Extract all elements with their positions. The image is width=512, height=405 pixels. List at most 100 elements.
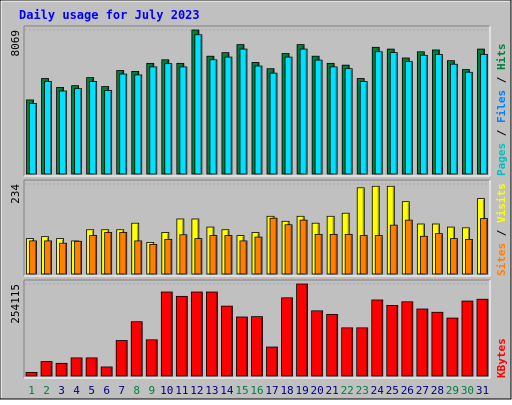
day-label-22: 22: [341, 384, 354, 397]
bar-sites-day-7: [119, 232, 128, 275]
bar-files-day-6: [104, 90, 113, 175]
bar-files-day-14: [224, 56, 233, 175]
day-label-17: 17: [265, 384, 278, 397]
bar-files-day-15: [239, 48, 248, 175]
bar-sites-day-15: [239, 240, 248, 275]
bar-kbytes-day-3: [55, 362, 68, 377]
bar-kbytes-day-21: [326, 314, 339, 377]
bar-kbytes-day-2: [40, 361, 53, 377]
day-label-12: 12: [190, 384, 203, 397]
day-label-6: 6: [103, 384, 110, 397]
bar-kbytes-day-20: [311, 310, 324, 377]
bar-files-day-4: [74, 88, 83, 175]
bar-files-day-30: [465, 71, 473, 175]
bar-sites-day-14: [224, 235, 233, 275]
bar-sites-day-28: [434, 233, 443, 275]
bar-files-day-16: [254, 65, 263, 175]
panel-hits-files-pages: 8069 Pages / Files / Hits: [9, 25, 508, 177]
bar-kbytes-day-17: [266, 346, 278, 377]
bar-files-day-10: [164, 63, 173, 175]
day-label-9: 9: [148, 384, 155, 397]
bar-kbytes-day-31: [476, 298, 489, 377]
bar-files-day-24: [374, 51, 383, 175]
bar-files-day-27: [419, 54, 428, 175]
bar-files-day-9: [149, 66, 158, 175]
panel-max-label: 8069: [9, 30, 22, 57]
panel-visits-sites: 234 Sites / Visits: [9, 179, 508, 277]
day-label-10: 10: [160, 384, 173, 397]
bar-files-day-20: [314, 59, 323, 175]
bar-sites-day-4: [74, 240, 83, 275]
chart-title: Daily usage for July 2023: [19, 8, 200, 22]
bar-sites-day-11: [179, 234, 188, 275]
bar-kbytes-day-10: [160, 291, 173, 377]
day-label-7: 7: [118, 384, 125, 397]
bar-kbytes-day-29: [446, 317, 459, 377]
bar-kbytes-day-7: [115, 340, 128, 377]
day-label-27: 27: [416, 384, 429, 397]
bar-sites-day-16: [254, 236, 263, 275]
day-label-28: 28: [431, 384, 444, 397]
bar-sites-day-1: [29, 240, 37, 275]
bar-files-day-25: [389, 52, 398, 175]
legend-entry: /: [495, 70, 508, 90]
bar-files-day-3: [59, 90, 67, 175]
bar-files-day-5: [89, 81, 98, 175]
bar-sites-day-25: [389, 224, 398, 275]
bar-sites-day-2: [44, 240, 52, 275]
bar-kbytes-day-5: [85, 357, 98, 377]
bar-sites-day-5: [89, 235, 98, 275]
day-label-1: 1: [28, 384, 35, 397]
bar-kbytes-day-23: [356, 327, 369, 377]
bar-kbytes-day-28: [431, 311, 444, 377]
day-label-13: 13: [205, 384, 218, 397]
legend-entry: Pages: [495, 143, 508, 176]
bar-kbytes-day-13: [206, 291, 218, 377]
bar-sites-day-18: [284, 224, 293, 275]
day-label-23: 23: [356, 384, 369, 397]
day-label-21: 21: [326, 384, 339, 397]
bar-kbytes-day-1: [25, 371, 38, 377]
day-label-2: 2: [43, 384, 50, 397]
bar-kbytes-day-9: [145, 339, 158, 377]
bar-kbytes-day-19: [296, 283, 308, 377]
bar-files-day-7: [119, 73, 128, 175]
day-label-25: 25: [386, 384, 399, 397]
bar-sites-day-10: [164, 238, 173, 275]
bar-sites-day-29: [450, 238, 458, 275]
panel-legend: Sites / Visits: [495, 183, 508, 276]
bar-sites-day-9: [149, 243, 158, 275]
panel-kbytes: 254115 KBytes: [9, 279, 508, 379]
bar-sites-day-26: [404, 219, 413, 275]
bar-files-day-1: [29, 103, 37, 175]
bar-sites-day-30: [465, 238, 473, 275]
panel-legend: Pages / Files / Hits: [495, 44, 508, 177]
legend-entry: /: [495, 123, 508, 143]
bar-kbytes-day-22: [341, 327, 354, 377]
bar-kbytes-day-4: [70, 357, 83, 377]
bar-sites-day-19: [299, 219, 308, 275]
day-label-31: 31: [476, 384, 489, 397]
bar-kbytes-day-12: [190, 291, 203, 377]
bar-sites-day-21: [329, 233, 338, 275]
panel-max-label: 254115: [9, 284, 22, 324]
day-label-3: 3: [58, 384, 65, 397]
bar-kbytes-day-8: [130, 321, 143, 377]
bar-sites-day-20: [314, 233, 323, 275]
bar-files-day-11: [179, 66, 188, 175]
day-label-30: 30: [461, 384, 474, 397]
panel-legend: KBytes: [495, 338, 508, 378]
bar-sites-day-24: [374, 235, 383, 275]
day-label-5: 5: [88, 384, 95, 397]
bar-files-day-22: [344, 68, 353, 175]
day-label-14: 14: [220, 384, 234, 397]
bar-kbytes-day-14: [221, 305, 233, 377]
day-label-16: 16: [250, 384, 263, 397]
bar-files-day-19: [299, 48, 308, 175]
bar-files-day-18: [284, 56, 293, 175]
bar-files-day-8: [134, 74, 143, 175]
day-label-19: 19: [295, 384, 308, 397]
bar-kbytes-day-24: [371, 299, 384, 377]
